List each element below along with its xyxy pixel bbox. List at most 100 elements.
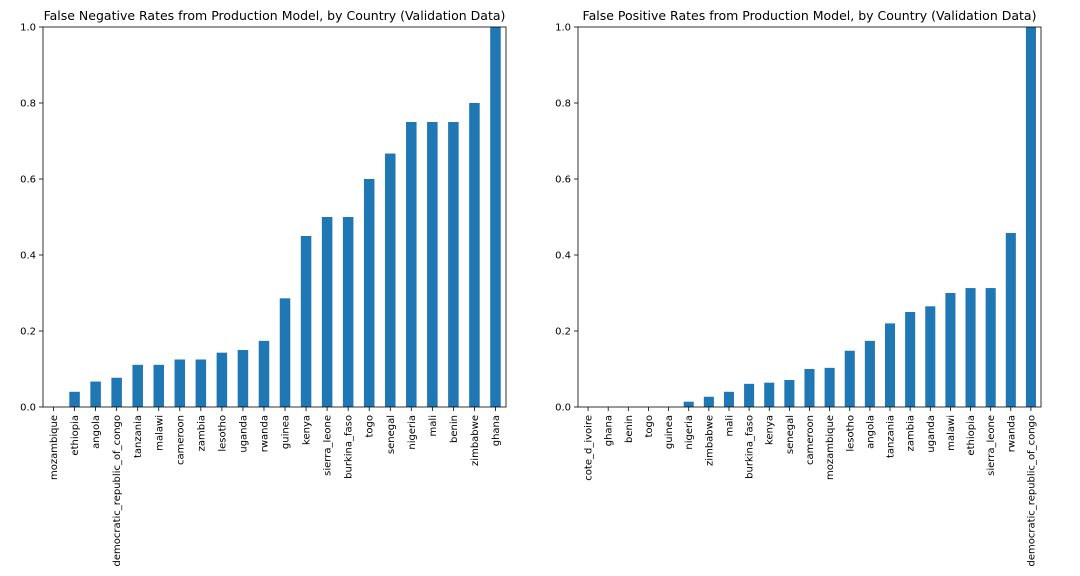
fnr-bar-lesotho (216, 352, 228, 407)
fpr-xtick-label: ghana (604, 415, 615, 446)
fpr-bar-cameroon (804, 369, 815, 407)
fpr-xtick-label: zimbabwe (704, 415, 715, 466)
fnr-bar-mali (427, 122, 438, 407)
fpr-bar-zambia (905, 312, 916, 407)
fnr-bar-kenya (300, 236, 312, 407)
fpr-bar-malawi (945, 293, 956, 407)
fnr-xtick-label: nigeria (407, 415, 418, 450)
fnr-bar-zambia (195, 359, 207, 407)
fpr-bar-tanzania (884, 323, 896, 407)
fpr-xtick-label: mozambique (825, 415, 836, 480)
fnr-bar-cameroon (174, 359, 186, 407)
fpr-bar-burkina_faso (744, 383, 755, 407)
fpr-xtick-label: guinea (664, 415, 675, 449)
fpr-xtick-label: senegal (785, 415, 796, 454)
fpr-xtick-label: uganda (926, 415, 937, 453)
fpr-xtick-label: zambia (906, 415, 917, 451)
fpr-xtick-label: ethiopia (966, 415, 977, 456)
fnr-bar-rwanda (258, 340, 270, 407)
fpr-axes-frame (577, 26, 1042, 408)
fnr-bar-malawi (153, 364, 165, 407)
fpr-ytick-label: 0.8 (555, 99, 571, 110)
fnr-bar-togo (363, 179, 375, 407)
fpr-xtick-label: togo (644, 415, 655, 438)
fpr-ytick-label: 0.4 (555, 251, 571, 262)
fnr-xtick-label: ghana (491, 415, 502, 446)
fnr-ytick-label: 0.2 (20, 327, 36, 338)
fpr-bar-nigeria (683, 401, 694, 407)
fpr-xtick-label: burkina_faso (745, 415, 756, 479)
fpr-chart-title: False Positive Rates from Production Mod… (583, 8, 1037, 23)
fpr-xtick-label: malawi (946, 415, 957, 451)
fnr-bar-democratic_republic_of_congo (111, 377, 122, 407)
fnr-ytick-label: 1.0 (20, 23, 36, 34)
fnr-ytick-label: 0.4 (20, 251, 36, 262)
fnr-xtick-label: senegal (386, 415, 397, 454)
fpr-chart: False Positive Rates from Production Mod… (555, 8, 1042, 566)
fpr-xtick-label: cote_d_ivoire (584, 415, 595, 481)
fnr-bar-burkina_faso (342, 217, 354, 407)
fnr-xtick-label: democratic_republic_of_congo (112, 415, 123, 566)
fpr-bar-senegal (784, 380, 795, 407)
fpr-xtick-label: nigeria (684, 415, 695, 450)
fpr-bar-mali (723, 391, 735, 407)
fnr-xtick-label: togo (365, 415, 376, 438)
fnr-bar-ghana (490, 27, 501, 407)
fpr-xtick-label: tanzania (886, 415, 897, 458)
fnr-xtick-label: benin (449, 415, 460, 443)
fpr-xtick-label: angola (865, 415, 876, 449)
fnr-bar-benin (448, 122, 459, 407)
fnr-bar-angola (90, 381, 101, 407)
fpr-bar-sierra_leone (985, 288, 996, 407)
fnr-ytick-label: 0.6 (20, 175, 36, 186)
fnr-bar-senegal (384, 153, 396, 407)
fnr-bar-nigeria (406, 122, 417, 407)
fnr-xtick-label: malawi (154, 415, 165, 451)
fnr-xtick-label: rwanda (259, 415, 270, 452)
fnr-xtick-label: zimbabwe (470, 415, 481, 466)
fpr-ytick-label: 1.0 (555, 23, 571, 34)
fnr-xtick-label: tanzania (133, 415, 144, 458)
fpr-xtick-label: kenya (765, 415, 776, 445)
fpr-bar-mozambique (824, 367, 835, 407)
fpr-xtick-label: rwanda (1006, 415, 1017, 452)
fnr-chart: False Negative Rates from Production Mod… (20, 8, 507, 566)
fnr-xtick-label: cameroon (175, 415, 186, 465)
fpr-bar-rwanda (1005, 232, 1016, 407)
fnr-xtick-label: burkina_faso (344, 415, 355, 479)
fnr-bar-sierra_leone (321, 217, 333, 407)
fpr-bar-lesotho (844, 350, 855, 407)
fpr-xtick-label: lesotho (845, 415, 856, 452)
fnr-xtick-label: mali (428, 415, 439, 436)
fpr-bar-kenya (764, 382, 775, 407)
fpr-ytick-label: 0.0 (555, 403, 571, 414)
fnr-bar-uganda (237, 350, 249, 407)
fnr-xtick-label: angola (91, 415, 102, 449)
fpr-xtick-label: democratic_republic_of_congo (1026, 415, 1037, 566)
fnr-axes-frame (42, 26, 507, 408)
fnr-bar-zimbabwe (469, 103, 480, 407)
fpr-bar-zimbabwe (703, 396, 714, 407)
fpr-bar-angola (864, 340, 875, 407)
fnr-chart-title: False Negative Rates from Production Mod… (44, 8, 506, 23)
fpr-xtick-label: cameroon (805, 415, 816, 465)
fnr-bar-ethiopia (69, 391, 80, 407)
fpr-xtick-label: sierra_leone (986, 415, 997, 476)
fnr-xtick-label: kenya (302, 415, 313, 445)
fpr-xtick-label: mali (724, 415, 735, 436)
fnr-xtick-label: uganda (238, 415, 249, 453)
fnr-xtick-label: sierra_leone (323, 415, 334, 476)
fnr-xtick-label: lesotho (217, 415, 228, 452)
fpr-xtick-label: benin (624, 415, 635, 443)
fnr-xtick-label: mozambique (49, 415, 60, 480)
fnr-ytick-label: 0.0 (20, 403, 36, 414)
fnr-bar-guinea (279, 298, 291, 407)
fpr-bar-ethiopia (965, 288, 976, 407)
fnr-xtick-label: zambia (196, 415, 207, 451)
fpr-bar-uganda (925, 306, 936, 407)
fnr-xtick-label: guinea (281, 415, 292, 449)
fnr-bar-tanzania (132, 364, 143, 407)
fnr-xtick-label: ethiopia (70, 415, 81, 456)
fpr-ytick-label: 0.2 (555, 327, 571, 338)
